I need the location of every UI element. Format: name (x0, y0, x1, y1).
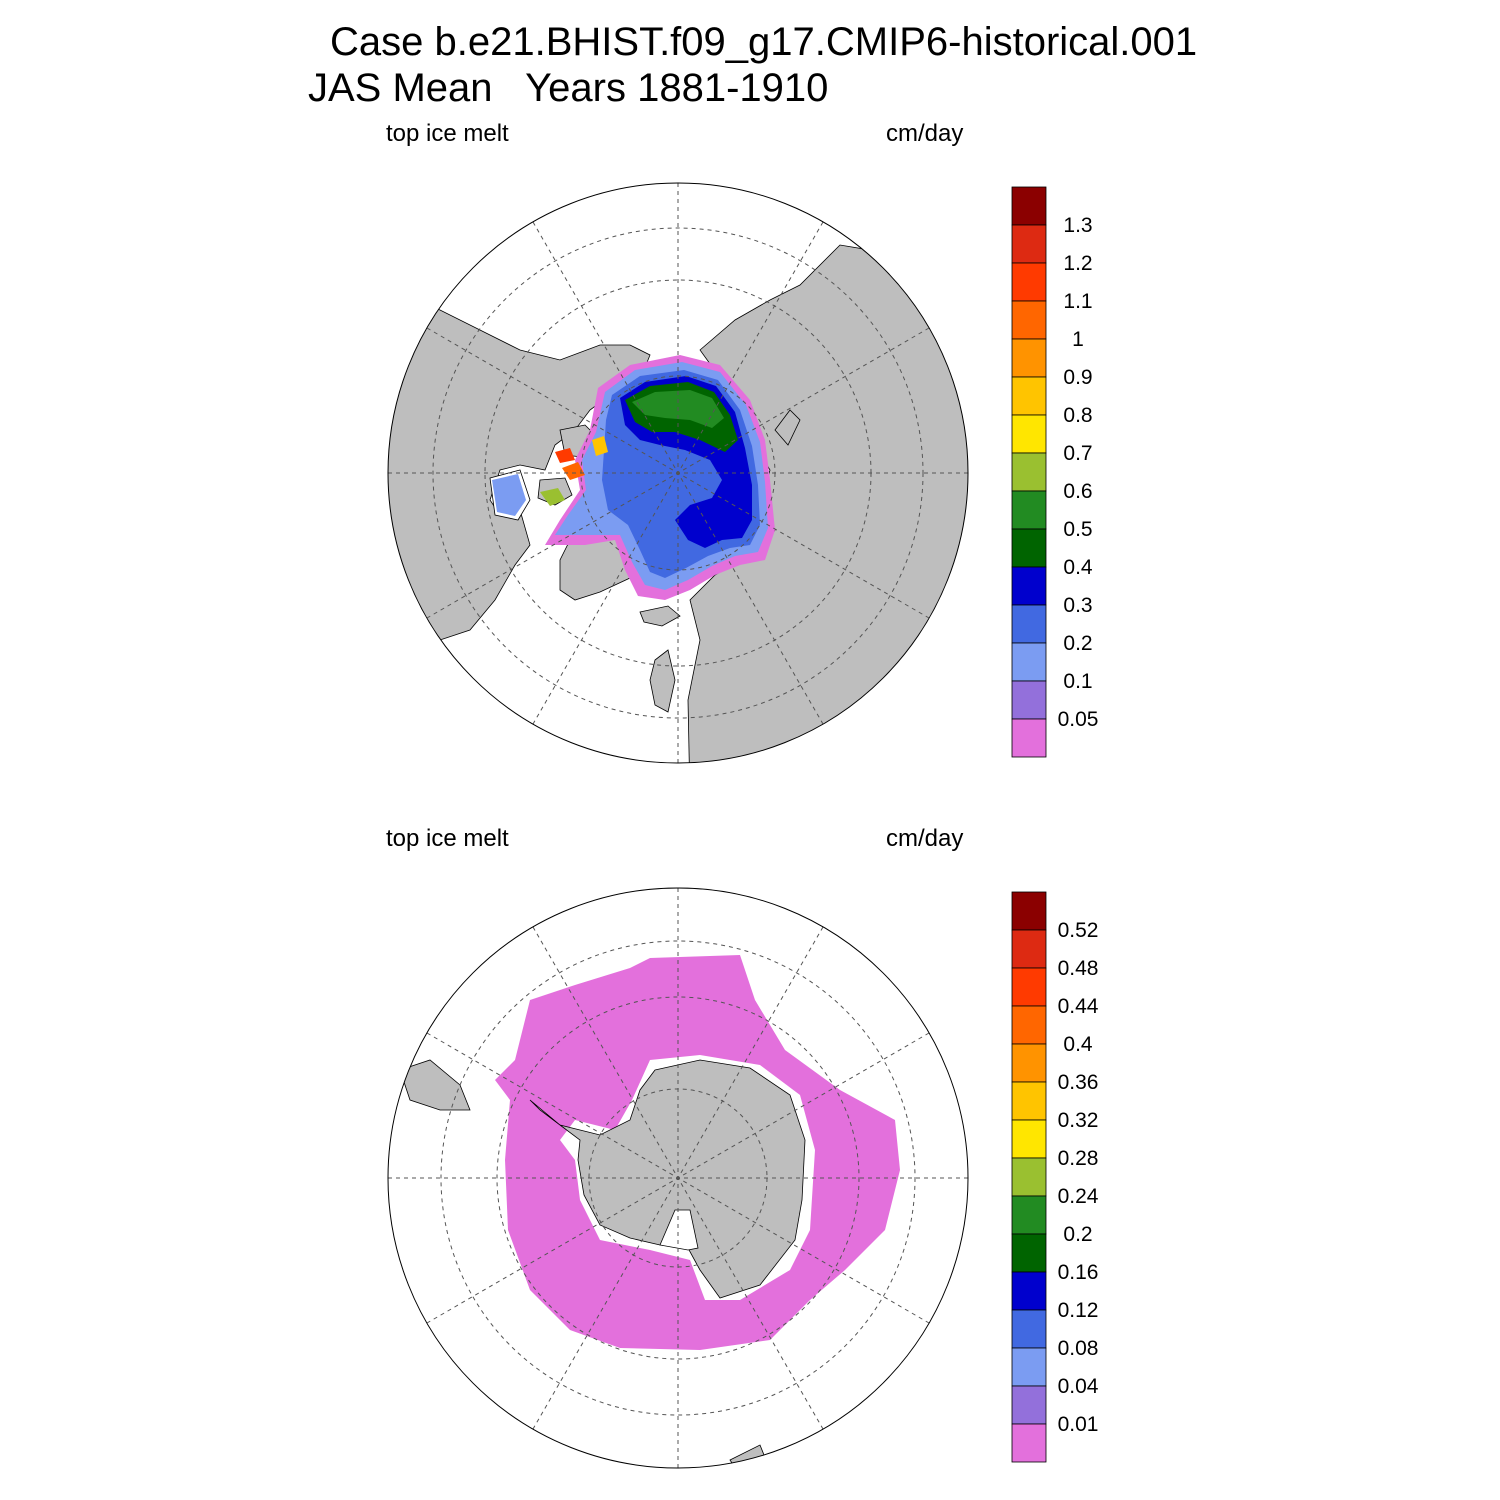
colorbar-swatch (1011, 186, 1047, 226)
colorbar-tick-label: 0.2 (1063, 1223, 1092, 1246)
colorbar-swatch (1011, 338, 1047, 378)
ross-ice-shelf-notch (659, 1209, 699, 1251)
colorbar-swatch (1011, 376, 1047, 416)
colorbar-tick-label: 0.9 (1063, 366, 1092, 389)
colorbar-swatch (1011, 300, 1047, 340)
north-colorbar: 1.3 1.2 1.1 1 0.9 0.8 0.7 0.6 0.5 0.4 0.3 0.2 0.1 0.0… (1011, 186, 1099, 758)
colorbar-swatch (1011, 680, 1047, 720)
iceland-landmass (639, 605, 681, 627)
colorbar-tick-label: 0.44 (1058, 995, 1099, 1018)
south-graticule (388, 888, 968, 1468)
colorbar-swatch (1011, 1347, 1047, 1387)
colorbar-tick-label: 0.32 (1058, 1109, 1099, 1132)
ice-0.8-0.9 (592, 436, 608, 456)
colorbar-tick-label: 0.24 (1058, 1185, 1099, 1208)
north-left-label: top ice melt (386, 120, 509, 147)
figure-title-line2: JAS Mean Years 1881-1910 (308, 66, 829, 110)
colorbar-tick-label: 0.8 (1063, 404, 1092, 427)
colorbar-tick-label: 0.48 (1058, 957, 1099, 980)
figure-title-line1: Case b.e21.BHIST.f09_g17.CMIP6-historica… (330, 20, 1198, 64)
colorbar-tick-label: 0.4 (1063, 556, 1093, 579)
ice-1.0-1.1 (562, 462, 585, 480)
colorbar-swatch (1011, 1309, 1047, 1349)
colorbar-swatch (1011, 1157, 1047, 1197)
colorbar-swatch (1011, 1423, 1047, 1463)
south-map-border (387, 887, 969, 1469)
south-polar-map (387, 887, 969, 1469)
north-map-border (387, 182, 969, 764)
colorbar-swatch (1011, 718, 1047, 758)
colorbar-swatch (1011, 604, 1047, 644)
ice-1.2-1.3 (555, 448, 575, 463)
south-sea-ice-field (495, 955, 900, 1350)
colorbar-tick-label: 1.1 (1063, 290, 1092, 313)
colorbar-swatch (1011, 1081, 1047, 1121)
colorbar-tick-label: 0.52 (1058, 919, 1099, 942)
colorbar-swatch (1011, 642, 1047, 682)
colorbar-swatch (1011, 262, 1047, 302)
colorbar-tick-label: 1.3 (1063, 214, 1092, 237)
colorbar-tick-label: 0.4 (1063, 1033, 1093, 1056)
colorbar-swatch (1011, 1195, 1047, 1235)
colorbar-swatch (1011, 1385, 1047, 1425)
colorbar-swatch (1011, 929, 1047, 969)
south-colorbar: 0.52 0.48 0.44 0.4 0.36 0.32 0.28 0.24 0.2 0.16 0.… (1011, 891, 1099, 1463)
north-graticule (388, 183, 968, 763)
colorbar-tick-label: 0.28 (1058, 1147, 1099, 1170)
colorbar-swatch (1011, 224, 1047, 264)
colorbar-tick-label: 0.12 (1058, 1299, 1099, 1322)
colorbar-tick-label: 0.16 (1058, 1261, 1099, 1284)
colorbar-tick-label: 0.7 (1063, 442, 1092, 465)
colorbar-tick-label: 0.36 (1058, 1071, 1099, 1094)
colorbar-tick-label: 0.3 (1063, 594, 1092, 617)
south-america-tip (399, 1059, 471, 1111)
colorbar-swatch (1011, 528, 1047, 568)
colorbar-swatch (1011, 566, 1047, 606)
colorbar-swatch (1011, 490, 1047, 530)
south-left-label: top ice melt (386, 825, 509, 852)
colorbar-swatch (1011, 1271, 1047, 1311)
colorbar-tick-label: 1.2 (1063, 252, 1092, 275)
colorbar-tick-label: 0.04 (1058, 1375, 1099, 1398)
colorbar-tick-label: 0.5 (1063, 518, 1092, 541)
south-units-label: cm/day (886, 825, 964, 852)
colorbar-swatch (1011, 891, 1047, 931)
north-units-label: cm/day (886, 120, 964, 147)
colorbar-swatch (1011, 452, 1047, 492)
hudson-bay-ice (492, 474, 526, 516)
north-polar-map (387, 182, 969, 764)
colorbar-tick-label: 0.6 (1063, 480, 1092, 503)
colorbar-tick-label: 0.1 (1063, 670, 1092, 693)
ice-0.6-0.7 (540, 488, 565, 506)
colorbar-swatch (1011, 1119, 1047, 1159)
novaya-zemlya-landmass (774, 409, 801, 446)
colorbar-swatch (1011, 1233, 1047, 1273)
colorbar-swatch (1011, 967, 1047, 1007)
antarctica-landmass (529, 1059, 806, 1299)
colorbar-tick-label: 0.08 (1058, 1337, 1099, 1360)
colorbar-tick-label: 0.05 (1058, 708, 1099, 731)
colorbar-tick-label: 1 (1072, 328, 1084, 351)
colorbar-swatch (1011, 1043, 1047, 1083)
colorbar-swatch (1011, 1005, 1047, 1045)
colorbar-swatch (1011, 414, 1047, 454)
colorbar-tick-label: 0.2 (1063, 632, 1092, 655)
north-sea-ice-field (492, 355, 775, 600)
colorbar-tick-label: 0.01 (1058, 1413, 1099, 1436)
north-america-landmass (388, 299, 651, 641)
